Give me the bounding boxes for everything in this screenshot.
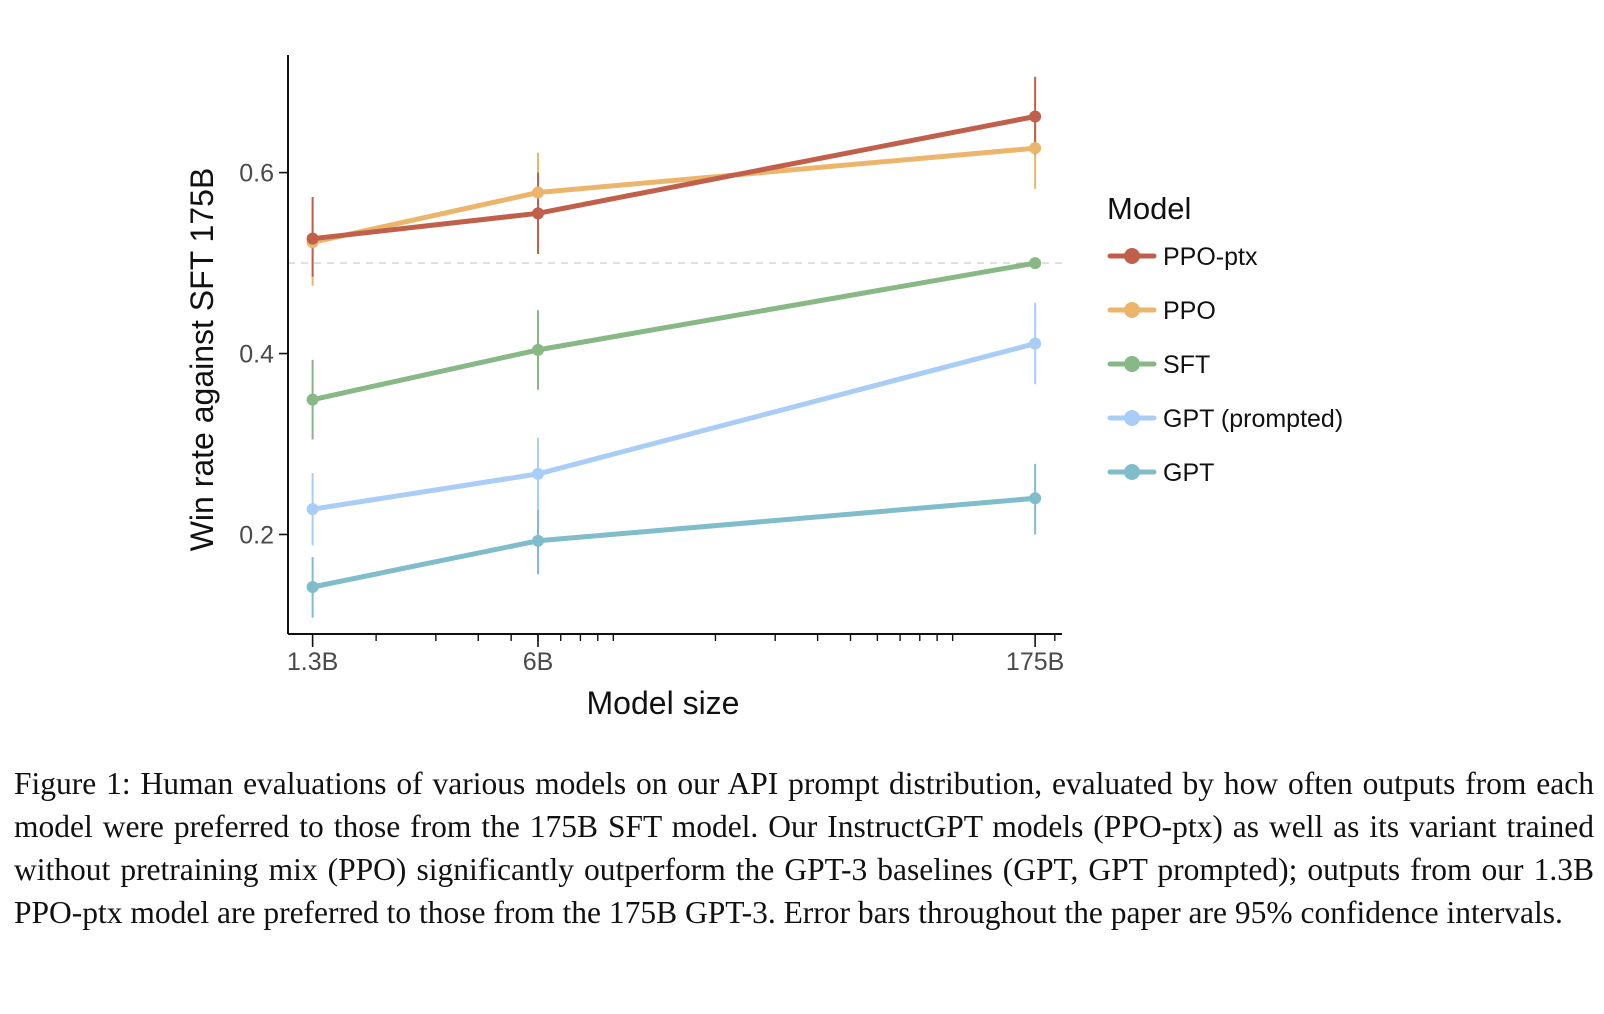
data-point-gpt xyxy=(532,534,545,547)
data-point-sft xyxy=(1029,257,1042,270)
data-point-ppo-ptx xyxy=(532,207,545,220)
data-point-gpt-prompted xyxy=(1029,337,1042,350)
data-point-gpt-prompted xyxy=(306,503,319,516)
series-line-gpt-prompted xyxy=(310,341,1038,512)
data-point-ppo-ptx xyxy=(306,232,319,245)
legend: Model PPO-ptx PPO SFT GPT (prompted) GPT xyxy=(1107,191,1343,487)
data-point-gpt xyxy=(1029,492,1042,505)
axes xyxy=(287,55,1062,635)
data-point-gpt-prompted xyxy=(532,467,545,480)
figure-caption: Figure 1: Human evaluations of various m… xyxy=(14,766,1594,930)
data-point-ppo-ptx xyxy=(1029,110,1042,123)
legend-swatch-point-gpt xyxy=(1124,464,1140,480)
ticks: 0.2 0.4 0.6 1.3B 6B 175B xyxy=(239,160,1064,676)
legend-label-ppo: PPO xyxy=(1163,297,1216,325)
legend-title: Model xyxy=(1107,191,1191,226)
legend-swatch-point-ppo-ptx xyxy=(1124,248,1140,264)
series-lines xyxy=(310,114,1038,590)
y-tick-label: 0.2 xyxy=(239,521,274,549)
data-point-sft xyxy=(532,343,545,356)
legend-label-gpt: GPT xyxy=(1163,459,1214,487)
legend-swatch-point-ppo xyxy=(1124,302,1140,318)
x-tick-label: 175B xyxy=(1006,648,1064,676)
legend-swatch-point-sft xyxy=(1124,356,1140,372)
legend-label-ppo-ptx: PPO-ptx xyxy=(1163,243,1258,271)
series-line-gpt xyxy=(310,495,1038,590)
x-tick-label: 6B xyxy=(523,648,554,676)
legend-label-sft: SFT xyxy=(1163,351,1210,379)
x-axis-title: Model size xyxy=(587,685,740,721)
legend-label-gpt-prompted: GPT (prompted) xyxy=(1163,405,1343,433)
y-tick-label: 0.6 xyxy=(239,160,274,188)
series-line-sft xyxy=(310,260,1038,403)
data-point-gpt xyxy=(306,580,319,593)
x-tick-label: 1.3B xyxy=(287,648,338,676)
data-point-ppo xyxy=(1029,142,1042,155)
data-point-sft xyxy=(306,393,319,406)
y-tick-label: 0.4 xyxy=(239,341,274,369)
figure: 0.2 0.4 0.6 1.3B 6B 175B Model size Win rate … xyxy=(184,55,1343,721)
data-point-ppo xyxy=(532,186,545,199)
legend-items: PPO-ptx PPO SFT GPT (prompted) GPT xyxy=(1107,243,1343,487)
data-points xyxy=(306,110,1042,593)
legend-swatch-point-gpt-prompted xyxy=(1124,410,1140,426)
win-rate-chart: 0.2 0.4 0.6 1.3B 6B 175B Model size Win rate … xyxy=(184,55,1343,721)
y-axis-title: Win rate against SFT 175B xyxy=(184,168,220,552)
